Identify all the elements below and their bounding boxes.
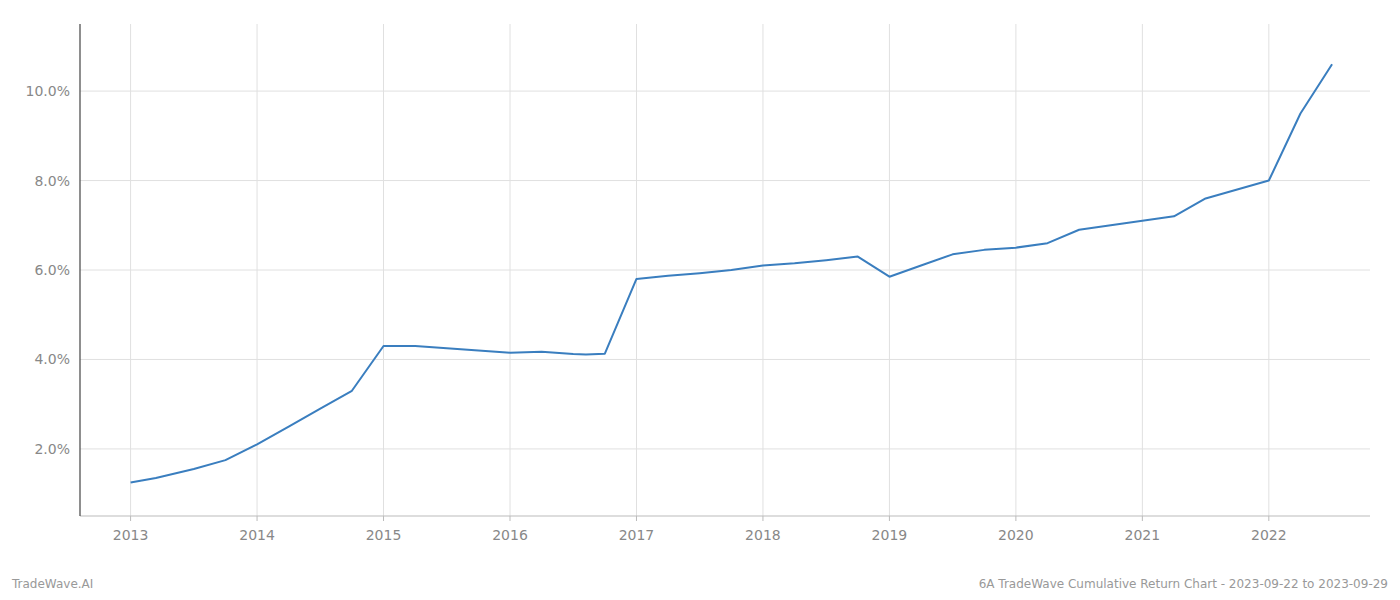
x-tick <box>1268 516 1269 521</box>
chart: 2013 2014 2015 2016 2017 2018 2019 2020 2021 2022… <box>0 0 1400 600</box>
x-tick-label: 2014 <box>239 527 275 543</box>
x-tick <box>889 516 890 521</box>
y-grid-line <box>80 359 1370 360</box>
annotation: TradeWave.AI <box>11 577 93 591</box>
y-tick-label: 10.0% <box>26 83 70 99</box>
y-tick-label: 8.0% <box>34 173 70 189</box>
x-tick-label: 2021 <box>1125 527 1161 543</box>
grid <box>80 24 1370 516</box>
x-tick-label: 2019 <box>872 527 908 543</box>
x-tick <box>1015 516 1016 521</box>
x-tick-label: 2013 <box>113 527 149 543</box>
x-tick <box>257 516 258 521</box>
x-tick-label: 2015 <box>366 527 402 543</box>
x-tick-label: 2016 <box>492 527 528 543</box>
x-tick-label: 2022 <box>1251 527 1287 543</box>
x-tick <box>762 516 763 521</box>
y-tick-label: 2.0% <box>34 441 70 457</box>
x-tick-label: 2017 <box>619 527 655 543</box>
y-axis-line <box>79 24 80 516</box>
line <box>131 64 1332 482</box>
x-tick <box>1142 516 1143 521</box>
axes: 2013 2014 2015 2016 2017 2018 2019 2020 2021 2022… <box>26 24 1370 543</box>
x-tick-label: 2020 <box>998 527 1034 543</box>
x-tick <box>383 516 384 521</box>
y-tick-label: 6.0% <box>34 262 70 278</box>
x-tick-label: 2018 <box>745 527 781 543</box>
x-tick <box>510 516 511 521</box>
y-grid-line <box>80 180 1370 181</box>
data-layer <box>131 64 1332 482</box>
annotation: 6A TradeWave Cumulative Return Chart - 2… <box>979 577 1388 591</box>
y-grid-line <box>80 448 1370 449</box>
x-tick <box>636 516 637 521</box>
y-grid-line <box>80 91 1370 92</box>
y-tick-label: 4.0% <box>34 351 70 367</box>
x-tick <box>130 516 131 521</box>
x-axis-line <box>80 516 1370 517</box>
